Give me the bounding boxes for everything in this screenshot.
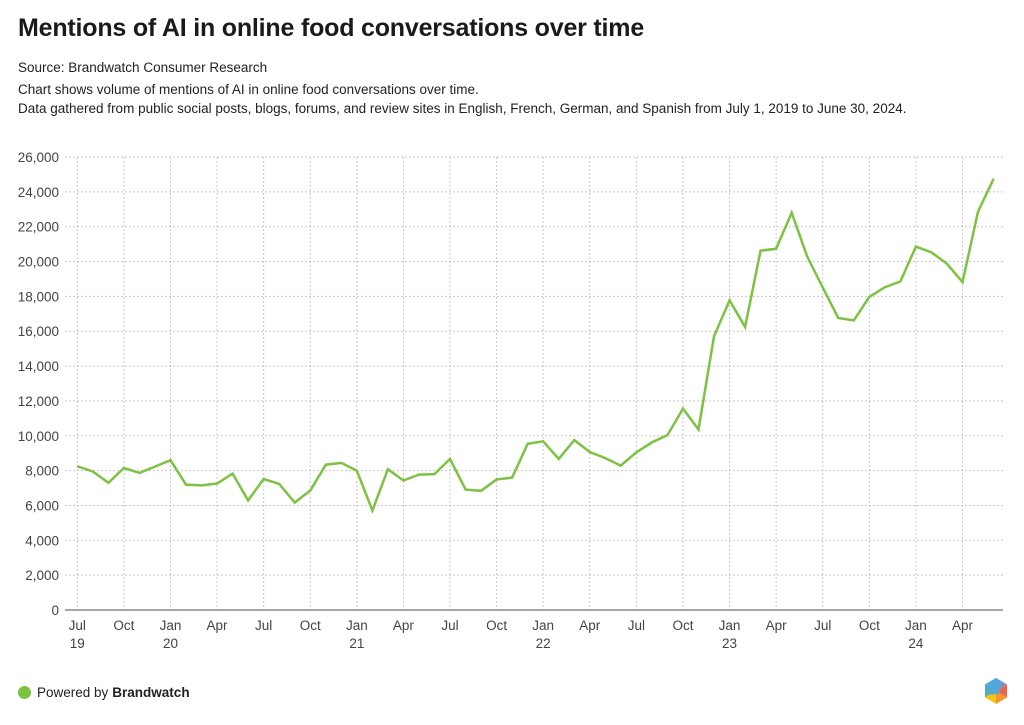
x-tick-label: Oct bbox=[859, 618, 880, 633]
y-tick-label: 8,000 bbox=[25, 464, 59, 479]
x-tick-label: Jul bbox=[814, 618, 831, 633]
chart-description: Chart shows volume of mentions of AI in … bbox=[18, 82, 479, 97]
x-tick-label: Apr bbox=[393, 618, 415, 633]
x-tick-year-label: 23 bbox=[722, 636, 737, 651]
y-tick-label: 6,000 bbox=[25, 498, 59, 513]
source-line: Source: Brandwatch Consumer Research bbox=[18, 60, 268, 75]
x-tick-label: Jul bbox=[255, 618, 272, 633]
x-tick-year-label: 22 bbox=[536, 636, 551, 651]
y-tick-label: 20,000 bbox=[18, 255, 59, 270]
x-tick-label: Jul bbox=[628, 618, 645, 633]
x-axis: Jul 19 Oct Jan 20 Apr Jul Oct Jan 21 Apr Jul Oct Jan 2… bbox=[65, 609, 1003, 651]
x-tick-label: Jan bbox=[346, 618, 368, 633]
y-tick-label: 24,000 bbox=[18, 185, 59, 200]
y-tick-label: 4,000 bbox=[25, 533, 59, 548]
y-tick-label: 10,000 bbox=[18, 429, 59, 444]
brand-dot-icon bbox=[18, 686, 31, 699]
x-tick-label: Jan bbox=[532, 618, 554, 633]
x-tick-year-label: 24 bbox=[908, 636, 924, 651]
gridlines bbox=[65, 156, 1003, 610]
x-tick-label: Oct bbox=[486, 618, 507, 633]
line-chart: 0 2,000 4,000 6,000 8,000 10,000 12,000 14,000 1… bbox=[18, 150, 1003, 651]
x-tick-label: Oct bbox=[672, 618, 693, 633]
x-tick-label: Apr bbox=[579, 618, 601, 633]
series-line bbox=[76, 178, 995, 514]
x-tick-label: Oct bbox=[113, 618, 134, 633]
x-tick-label: Oct bbox=[300, 618, 321, 633]
x-tick-label: Jan bbox=[160, 618, 182, 633]
y-tick-label: 14,000 bbox=[18, 359, 59, 374]
brand-name: Brandwatch bbox=[112, 685, 190, 700]
y-tick-label: 22,000 bbox=[18, 220, 59, 235]
brandwatch-hexagon-logo-icon bbox=[985, 678, 1007, 704]
y-axis: 0 2,000 4,000 6,000 8,000 10,000 12,000 14,000 1… bbox=[18, 150, 59, 618]
x-tick-label: Apr bbox=[207, 618, 229, 633]
x-tick-year-label: 20 bbox=[163, 636, 178, 651]
data-methodology-note: Data gathered from public social posts, … bbox=[18, 101, 907, 116]
x-tick-label: Apr bbox=[766, 618, 788, 633]
x-tick-year-label: 21 bbox=[349, 636, 364, 651]
x-tick-year-label: 19 bbox=[70, 636, 85, 651]
footer-attribution: Powered by Brandwatch bbox=[18, 685, 190, 700]
chart-title: Mentions of AI in online food conversati… bbox=[18, 14, 645, 42]
x-tick-label: Jan bbox=[905, 618, 927, 633]
series-layer bbox=[76, 178, 995, 514]
x-tick-label: Jan bbox=[719, 618, 741, 633]
y-tick-label: 16,000 bbox=[18, 324, 59, 339]
y-tick-label: 2,000 bbox=[25, 568, 59, 583]
x-tick-label: Jul bbox=[69, 618, 86, 633]
powered-by-text: Powered by bbox=[37, 685, 109, 700]
y-tick-label: 12,000 bbox=[18, 394, 59, 409]
y-tick-label: 26,000 bbox=[18, 150, 59, 165]
x-tick-label: Jul bbox=[441, 618, 458, 633]
y-tick-label: 0 bbox=[51, 603, 59, 618]
y-tick-label: 18,000 bbox=[18, 289, 59, 304]
x-tick-label: Apr bbox=[952, 618, 974, 633]
